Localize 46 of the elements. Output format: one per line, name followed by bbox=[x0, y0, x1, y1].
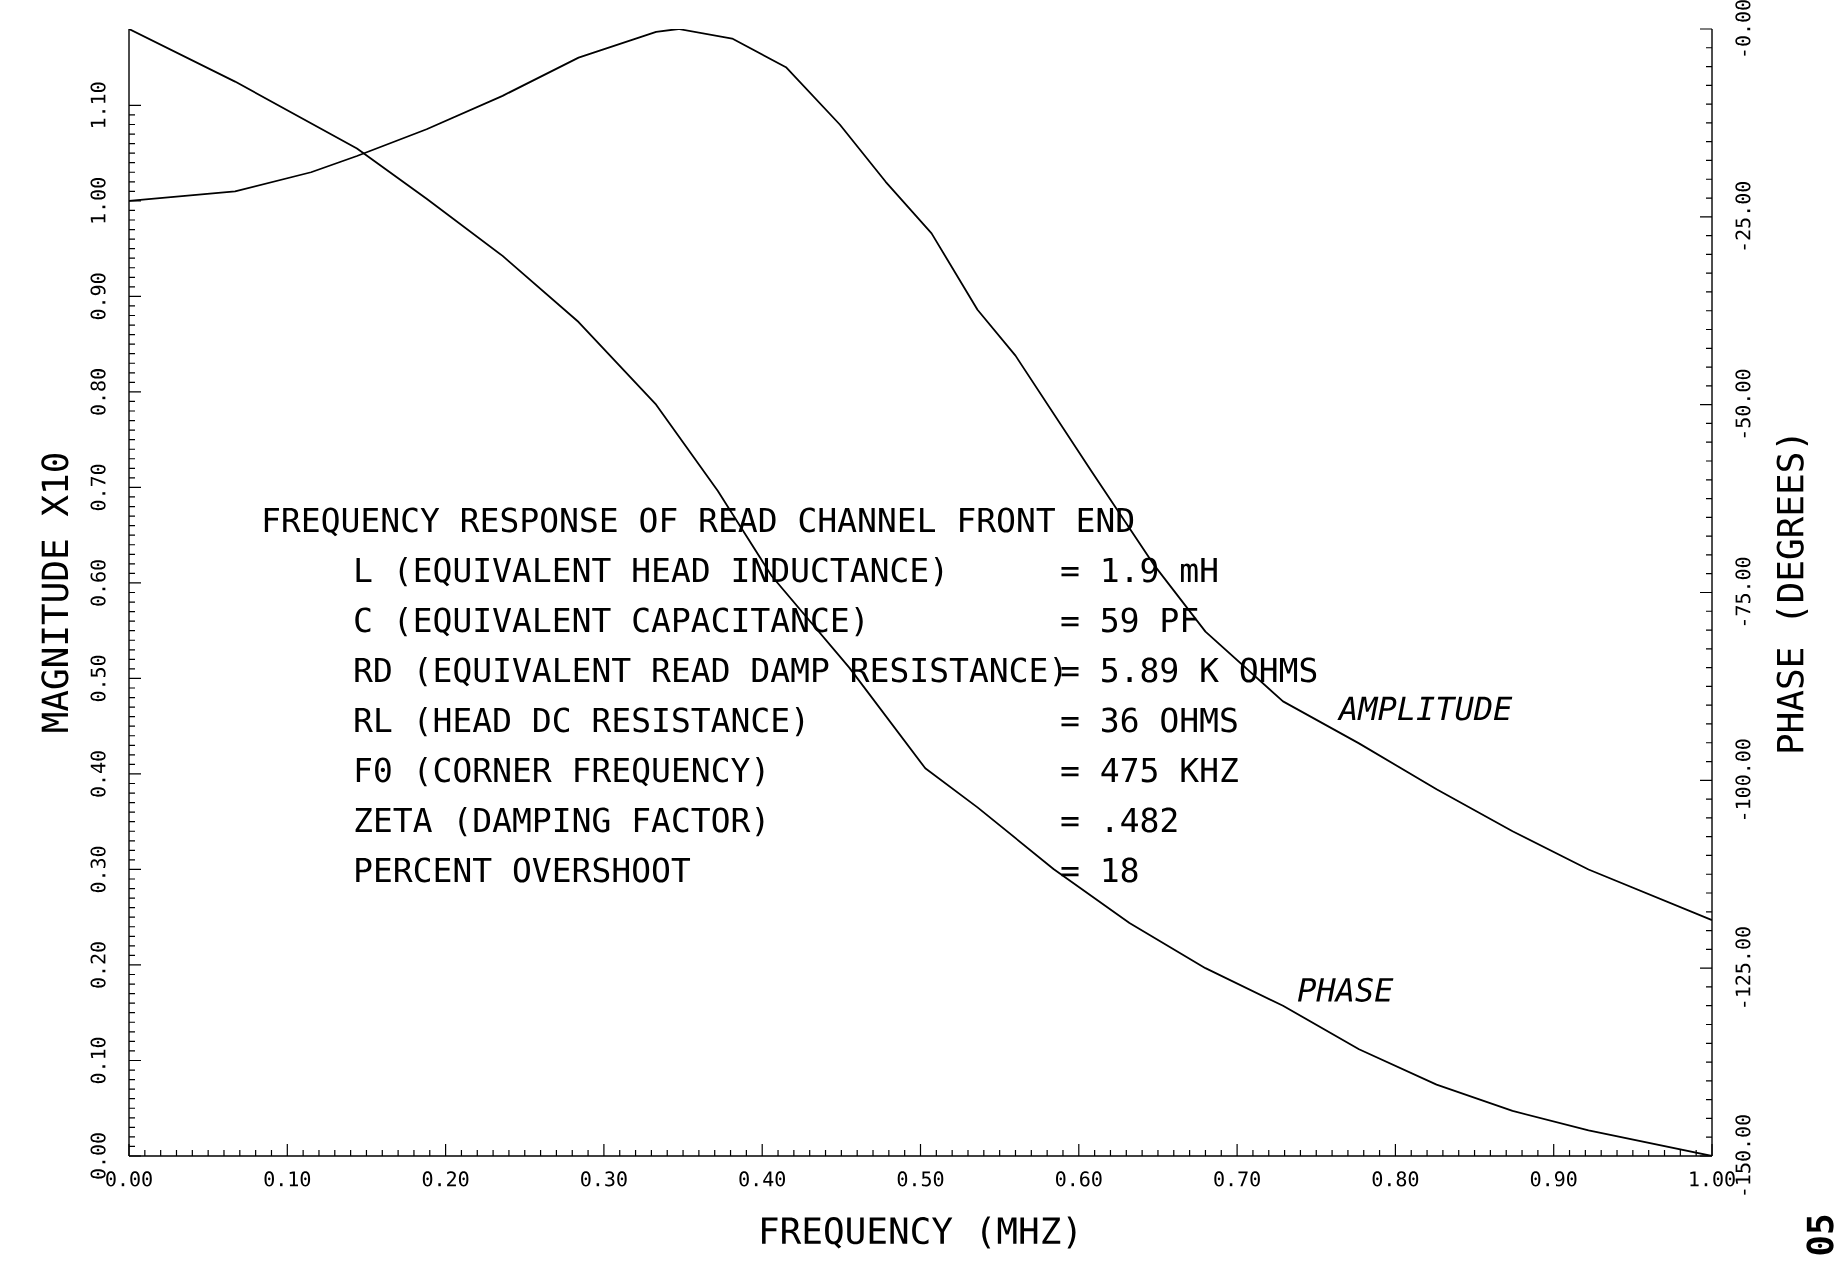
x-tick-label: 0.70 bbox=[1214, 1171, 1260, 1187]
annotation: RL (HEAD DC RESISTANCE) bbox=[355, 706, 804, 737]
y-tick-label: 0.40 bbox=[90, 751, 106, 797]
x-tick-label: 0.90 bbox=[1530, 1171, 1577, 1187]
annotation: ZETA (DAMPING FACTOR) bbox=[355, 806, 764, 837]
x-tick-label: 1.00 bbox=[1690, 1171, 1735, 1187]
annotation: = 59 PF bbox=[1061, 607, 1198, 633]
annotation: RD (EQUIVALENT READ DAMP RESISTANCE) bbox=[355, 656, 1062, 687]
annotation: PERCENT OVERSHOOT bbox=[356, 857, 691, 883]
x-tick-label: 0.80 bbox=[1372, 1171, 1419, 1187]
y2-tick-label: -150.00 bbox=[1735, 1115, 1751, 1195]
annotation: = 1.9 mH bbox=[1061, 557, 1217, 583]
x-tick-label: 0.60 bbox=[1056, 1171, 1102, 1187]
y-axis-title: MAGNITUDE X10 bbox=[41, 453, 69, 732]
x-tick-label: 0.10 bbox=[264, 1171, 311, 1187]
y-tick-label: 1.10 bbox=[90, 82, 106, 128]
annotation: = 18 bbox=[1061, 857, 1138, 883]
annotation: F0 (CORNER FREQUENCY) bbox=[356, 756, 764, 787]
series-label: PHASE bbox=[1297, 977, 1394, 1002]
x-tick-label: 0.30 bbox=[581, 1171, 627, 1187]
x-tick-label: 0.40 bbox=[739, 1171, 785, 1187]
x-axis-title: FREQUENCY (MHZ) bbox=[762, 1216, 1076, 1249]
y-tick-label: 0.10 bbox=[90, 1037, 106, 1084]
y-tick-label: 0.50 bbox=[90, 655, 106, 702]
y2-tick-label: -125.00 bbox=[1735, 927, 1751, 1007]
annotation: = .482 bbox=[1061, 807, 1177, 833]
y-tick-label: 0.20 bbox=[90, 942, 106, 988]
y2-tick-label: -25.00 bbox=[1735, 181, 1751, 250]
x-tick-label: 0.20 bbox=[422, 1171, 469, 1187]
y-tick-label: 0.90 bbox=[90, 273, 106, 320]
y-tick-label: 0.70 bbox=[90, 464, 106, 511]
series-label: AMPLITUDE bbox=[1337, 696, 1513, 721]
y2-tick-label: -75.00 bbox=[1735, 557, 1751, 626]
x-tick-label: 0.00 bbox=[106, 1171, 152, 1187]
annotation: = 36 OHMS bbox=[1061, 707, 1237, 733]
y-tick-label: 0.30 bbox=[90, 846, 106, 893]
y-tick-label: 1.00 bbox=[90, 178, 106, 223]
y2-tick-label: -50.00 bbox=[1735, 369, 1751, 438]
y2-axis-title: PHASE (DEGREES) bbox=[1775, 437, 1809, 752]
y2-tick-label: -0.00 bbox=[1735, 0, 1751, 56]
y-tick-label: 0.80 bbox=[90, 369, 106, 415]
x-tick-label: 0.50 bbox=[897, 1171, 944, 1187]
y-tick-label: 0.60 bbox=[90, 560, 106, 606]
y2-tick-label: -100.00 bbox=[1735, 739, 1751, 819]
text: 05 bbox=[1806, 1215, 1834, 1255]
annotation: = 475 KHZ bbox=[1061, 757, 1238, 783]
